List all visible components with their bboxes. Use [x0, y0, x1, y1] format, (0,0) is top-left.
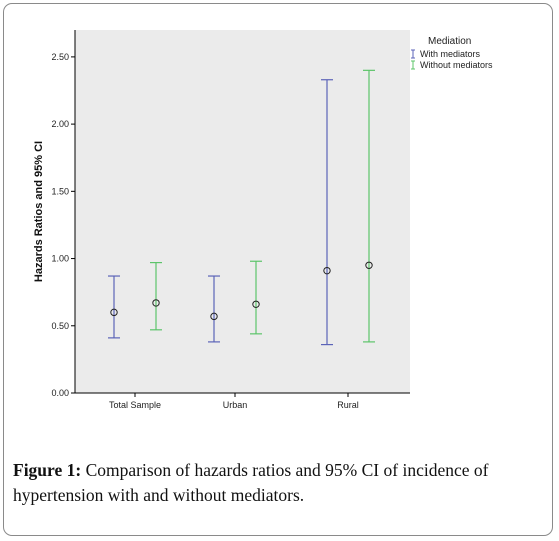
estimate-point: [152, 299, 160, 307]
estimate-point: [110, 308, 118, 317]
estimate-point: [252, 300, 260, 308]
x-tick-label: Urban: [223, 400, 248, 410]
figure-label: Figure 1:: [13, 460, 82, 480]
estimate-point: [210, 312, 218, 321]
legend-label: With mediators: [420, 49, 481, 59]
series-without-mediators: [150, 69, 375, 343]
chart-marks: [108, 69, 375, 346]
legend-item: Without mediators: [411, 60, 493, 70]
estimate-point: [365, 261, 373, 269]
x-tick-label: Total Sample: [109, 400, 161, 410]
legend-item: With mediators: [411, 49, 481, 59]
y-tick-label: 0.00: [51, 388, 69, 398]
y-tick-label: 1.00: [51, 254, 69, 264]
plot-area: [75, 30, 410, 393]
y-tick-label: 0.50: [51, 321, 69, 331]
series-with-mediators: [108, 79, 333, 346]
y-tick-label: 2.00: [51, 119, 69, 129]
estimate-point: [323, 266, 331, 275]
legend-label: Without mediators: [420, 60, 493, 70]
axes: 0.00 0.50 1.00 1.50 2.00 2.50 Total Sample Urba…: [51, 30, 410, 410]
y-tick-label: 1.50: [51, 186, 69, 196]
y-axis-label: Hazards Ratios and 95% CI: [33, 141, 45, 282]
figure-caption: Figure 1: Comparison of hazards ratios a…: [13, 458, 549, 508]
caption-text: Comparison of hazards ratios and 95% CI …: [13, 460, 489, 505]
legend-title: Mediation: [428, 36, 471, 47]
y-tick-label: 2.50: [51, 52, 69, 62]
x-tick-label: Rural: [337, 400, 359, 410]
hazard-ratio-chart: 0.00 0.50 1.00 1.50 2.00 2.50 Total Sample Urba…: [33, 30, 493, 410]
